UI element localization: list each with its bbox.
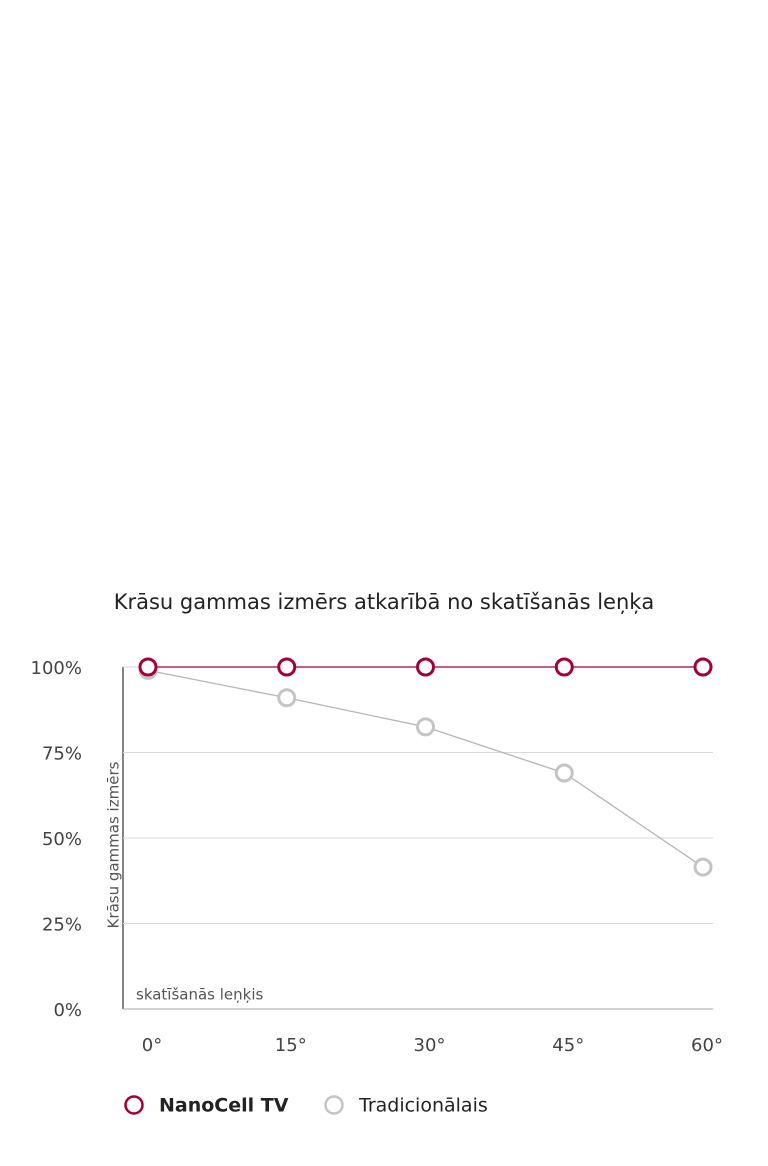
y-tick-label: 100% bbox=[31, 658, 82, 679]
x-tick-label: 15° bbox=[275, 1035, 307, 1056]
data-point bbox=[416, 657, 435, 677]
grid bbox=[123, 666, 713, 1010]
data-point bbox=[554, 657, 574, 677]
chart-title: Krāsu gammas izmērs atkarībā no skatīšan… bbox=[114, 590, 655, 614]
y-tick-label: 25% bbox=[42, 915, 82, 936]
x-tick-label: 30° bbox=[414, 1035, 446, 1056]
x-tick-label: 60° bbox=[691, 1035, 723, 1056]
legend-label: NanoCell TV bbox=[159, 1095, 289, 1117]
data-point bbox=[138, 657, 158, 677]
data-point bbox=[416, 717, 435, 737]
legend-marker bbox=[124, 1095, 144, 1115]
data-point bbox=[693, 857, 713, 877]
data-point bbox=[554, 763, 574, 783]
data-point bbox=[693, 657, 713, 677]
data-point bbox=[277, 657, 297, 677]
legend-marker bbox=[324, 1095, 344, 1115]
data-point bbox=[277, 688, 297, 708]
y-tick-label: 75% bbox=[42, 744, 82, 765]
x-axis-title: skatīšanās leņķis bbox=[136, 986, 264, 1004]
x-tick-label: 45° bbox=[552, 1035, 584, 1056]
legend-label: Tradicionālais bbox=[358, 1095, 488, 1117]
y-axis-title: Krāsu gammas izmērs bbox=[105, 761, 123, 928]
x-tick-label: 0° bbox=[142, 1035, 162, 1056]
y-tick-label: 0% bbox=[53, 1000, 82, 1021]
y-tick-label: 50% bbox=[42, 829, 82, 850]
